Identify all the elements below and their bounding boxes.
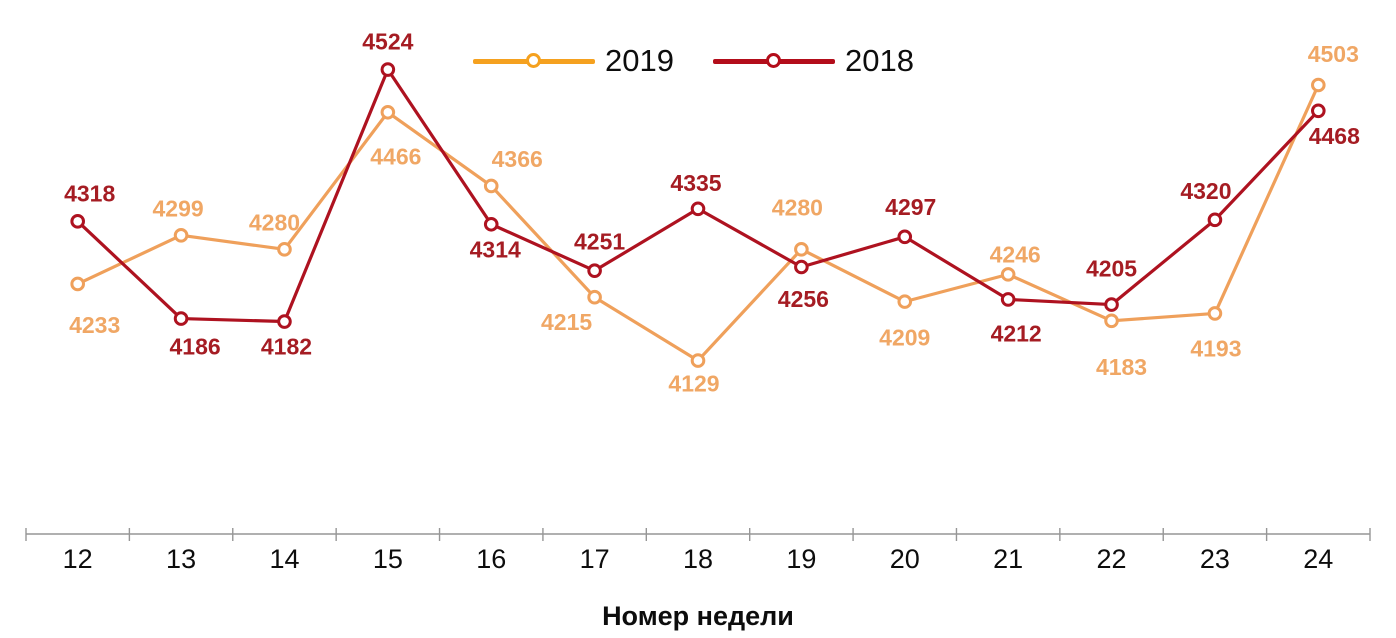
data-label-2018: 4251	[574, 229, 625, 255]
data-label-2019: 4129	[668, 371, 719, 397]
data-label-2018: 4335	[670, 170, 721, 196]
data-label-2018: 4205	[1086, 256, 1137, 282]
legend-label-2018: 2018	[844, 43, 914, 78]
data-point-marker-2019	[794, 242, 809, 257]
data-label-2018: 4297	[885, 194, 936, 220]
data-point-marker-2018	[794, 259, 809, 275]
x-axis-title: Номер недели	[602, 601, 794, 631]
data-point-marker-2018	[587, 263, 602, 278]
data-point-marker-2018	[1000, 292, 1016, 307]
data-point-marker-2019	[897, 294, 913, 309]
legend-item-2019: 2019	[473, 44, 674, 78]
x-tick-label: 16	[476, 544, 506, 574]
data-label-2018: 4318	[64, 180, 115, 206]
legend-item-2018: 2018	[712, 43, 914, 78]
data-point-marker-2018	[173, 311, 189, 326]
legend-label-2019: 2019	[605, 43, 674, 78]
data-point-marker-2019	[380, 104, 396, 120]
data-label-2019: 4193	[1190, 335, 1241, 361]
data-point-marker-2019	[173, 228, 189, 243]
data-point-marker-2018	[70, 214, 85, 229]
data-point-marker-2019	[587, 289, 602, 305]
data-point-marker-2019	[690, 353, 706, 368]
data-label-2018: 4186	[169, 334, 220, 360]
legend-swatch-2018	[712, 44, 835, 78]
data-label-2018: 4320	[1180, 178, 1231, 204]
data-label-2019: 4503	[1308, 41, 1359, 67]
data-label-2019: 4215	[541, 309, 592, 335]
data-label-2019: 4280	[772, 194, 823, 220]
data-point-marker-2019	[1207, 306, 1223, 321]
data-point-marker-2018	[380, 62, 396, 77]
data-point-marker-2019	[1104, 313, 1119, 329]
data-label-2019: 4209	[879, 325, 930, 351]
x-tick-label: 23	[1200, 544, 1230, 574]
data-label-2019: 4366	[492, 146, 543, 172]
legend-marker-icon	[765, 53, 781, 68]
data-label-2019: 4183	[1096, 354, 1147, 380]
data-label-2019: 4466	[370, 143, 421, 169]
x-tick-label: 15	[373, 544, 403, 574]
x-tick-label: 18	[683, 544, 713, 574]
data-point-marker-2018	[277, 314, 292, 329]
legend-marker-icon	[526, 53, 541, 68]
x-tick-label: 19	[786, 544, 816, 574]
data-point-marker-2018	[690, 201, 706, 217]
data-point-marker-2018	[897, 229, 913, 245]
data-point-marker-2018	[1207, 212, 1223, 228]
data-point-marker-2018	[1311, 103, 1326, 119]
x-tick-label: 22	[1097, 544, 1127, 574]
x-tick-label: 24	[1303, 544, 1333, 574]
data-label-2018: 4468	[1309, 123, 1360, 149]
legend: 2019 2018	[473, 44, 914, 78]
x-tick-label: 17	[580, 544, 610, 574]
data-label-2019: 4233	[69, 312, 120, 338]
data-label-2018: 4212	[991, 320, 1042, 346]
data-label-2019: 4246	[990, 241, 1041, 267]
data-point-marker-2019	[483, 178, 499, 194]
data-label-2018: 4314	[470, 236, 521, 262]
data-point-marker-2019	[1000, 267, 1016, 282]
data-label-2018: 4524	[362, 29, 413, 55]
data-point-marker-2019	[1311, 77, 1326, 93]
data-label-2019: 4299	[152, 195, 203, 221]
data-point-marker-2018	[483, 216, 499, 232]
x-tick-label: 20	[890, 544, 920, 574]
x-tick-label: 13	[166, 544, 196, 574]
data-label-2018: 4182	[261, 334, 312, 360]
data-point-marker-2019	[70, 276, 85, 292]
x-tick-label: 12	[63, 544, 93, 574]
data-point-marker-2018	[1104, 297, 1119, 312]
data-label-2019: 4280	[249, 209, 300, 235]
data-label-2018: 4256	[778, 286, 829, 312]
x-tick-label: 21	[993, 544, 1023, 574]
x-tick-label: 14	[269, 544, 299, 574]
data-point-marker-2019	[277, 242, 292, 257]
legend-swatch-2019	[473, 44, 595, 78]
